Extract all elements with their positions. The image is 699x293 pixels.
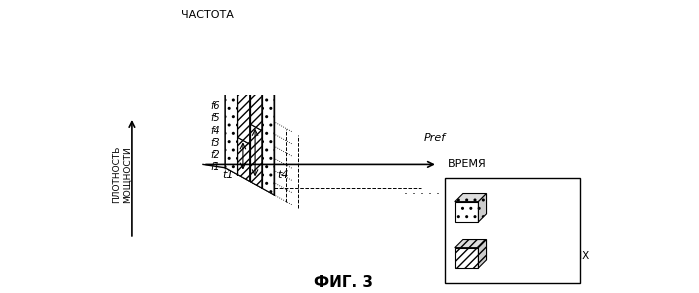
FancyBboxPatch shape [445, 178, 580, 283]
Polygon shape [262, 15, 274, 95]
Polygon shape [250, 124, 262, 188]
Text: ЧАСТОТА: ЧАСТОТА [181, 10, 234, 20]
Polygon shape [455, 248, 478, 268]
Polygon shape [238, 64, 250, 144]
Text: ПЛОТНОСТЬ
МОЩНОСТИ: ПЛОТНОСТЬ МОЩНОСТИ [112, 146, 131, 203]
Polygon shape [478, 193, 487, 222]
Polygon shape [225, 68, 238, 175]
Text: f2: f2 [210, 150, 220, 160]
Polygon shape [262, 88, 274, 195]
Polygon shape [455, 193, 487, 202]
Polygon shape [250, 51, 262, 131]
Polygon shape [250, 51, 262, 131]
Text: · · · · · ·: · · · · · · [404, 188, 448, 201]
Text: f3: f3 [210, 138, 220, 148]
Text: СИГНАЛ ДАННЫХ: СИГНАЛ ДАННЫХ [496, 251, 589, 261]
Text: PH: PH [257, 148, 270, 158]
Text: PL: PL [244, 151, 256, 161]
Polygon shape [225, 68, 238, 175]
Text: ВРЕМЯ: ВРЕМЯ [448, 159, 487, 169]
Polygon shape [262, 15, 274, 95]
Polygon shape [262, 88, 274, 195]
Text: ФИГ. 3: ФИГ. 3 [314, 275, 373, 289]
Polygon shape [455, 202, 478, 222]
Text: f4: f4 [210, 126, 220, 136]
Text: t1: t1 [222, 170, 233, 180]
Polygon shape [238, 137, 250, 181]
Polygon shape [455, 240, 487, 248]
Polygon shape [225, 0, 238, 74]
Text: ОПОРНЫЙ
СИГНАЛ: ОПОРНЫЙ СИГНАЛ [496, 199, 551, 221]
Text: f1: f1 [210, 162, 220, 172]
Polygon shape [238, 137, 250, 181]
Text: f5: f5 [210, 113, 220, 123]
Polygon shape [225, 0, 238, 74]
Text: t2: t2 [240, 170, 252, 180]
Text: t4: t4 [277, 170, 289, 180]
Polygon shape [250, 124, 262, 188]
Text: t3: t3 [259, 170, 271, 180]
Text: f6: f6 [210, 101, 220, 111]
Polygon shape [478, 240, 487, 268]
Text: Pref: Pref [424, 133, 446, 143]
Polygon shape [238, 64, 250, 144]
